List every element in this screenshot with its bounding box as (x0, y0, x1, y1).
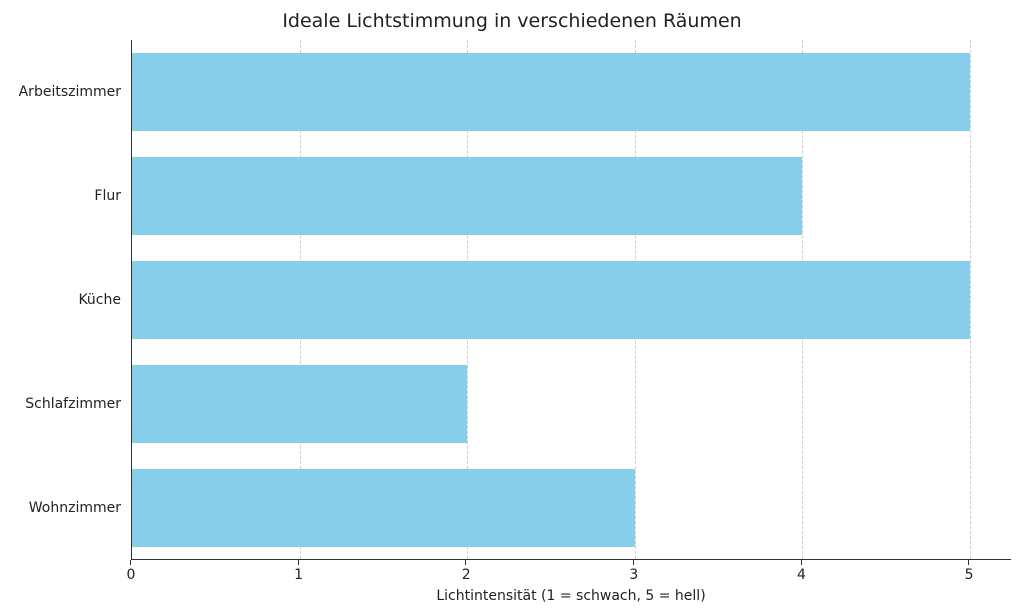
y-tick-label: Wohnzimmer (29, 500, 121, 516)
y-tick-label: Küche (78, 292, 121, 308)
x-tick-mark (968, 560, 969, 565)
x-tick-label: 4 (797, 567, 806, 583)
grid-line (970, 40, 971, 559)
x-tick-mark (298, 560, 299, 565)
x-axis-label: Lichtintensität (1 = schwach, 5 = hell) (131, 588, 1011, 604)
x-tick-mark (130, 560, 131, 565)
x-tick-mark (801, 560, 802, 565)
x-tick-label: 3 (629, 567, 638, 583)
bar (132, 157, 802, 235)
plot-area (131, 40, 1011, 560)
x-tick-label: 1 (294, 567, 303, 583)
y-tick-label: Schlafzimmer (25, 396, 121, 412)
y-tick-label: Flur (94, 188, 121, 204)
chart-title: Ideale Lichtstimmung in verschiedenen Rä… (0, 10, 1024, 32)
x-tick-label: 0 (127, 567, 136, 583)
bar (132, 365, 467, 443)
chart-container: Ideale Lichtstimmung in verschiedenen Rä… (0, 0, 1024, 614)
y-tick-label: Arbeitszimmer (19, 84, 121, 100)
bar (132, 261, 970, 339)
x-tick-label: 5 (965, 567, 974, 583)
bar (132, 53, 970, 131)
x-tick-label: 2 (462, 567, 471, 583)
bar (132, 469, 635, 547)
x-tick-mark (633, 560, 634, 565)
x-tick-mark (465, 560, 466, 565)
